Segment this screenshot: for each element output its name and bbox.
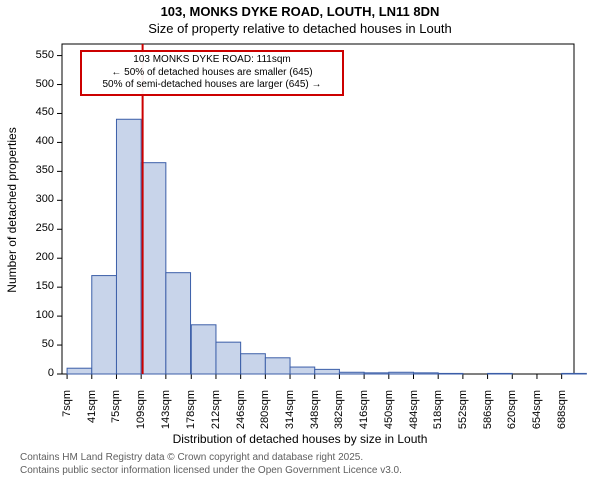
y-tick-label: 400 (14, 135, 54, 147)
footer: Contains HM Land Registry data © Crown c… (0, 446, 600, 477)
annotation-line1: 103 MONKS DYKE ROAD: 111sqm (86, 54, 338, 67)
x-tick-label: 654sqm (531, 390, 543, 440)
y-tick-label: 350 (14, 164, 54, 176)
annotation-line3: 50% of semi-detached houses are larger (… (86, 79, 338, 92)
title-line2: Size of property relative to detached ho… (0, 21, 600, 36)
y-tick-label: 0 (14, 367, 54, 379)
annotation-box: 103 MONKS DYKE ROAD: 111sqm ← 50% of det… (80, 50, 344, 96)
x-tick-label: 109sqm (135, 390, 147, 440)
title-line1: 103, MONKS DYKE ROAD, LOUTH, LN11 8DN (0, 4, 600, 19)
x-tick-label: 348sqm (309, 390, 321, 440)
y-tick-label: 150 (14, 280, 54, 292)
footer-line1: Contains HM Land Registry data © Crown c… (20, 452, 580, 465)
y-tick-label: 50 (14, 338, 54, 350)
x-tick-label: 518sqm (432, 390, 444, 440)
x-tick-label: 41sqm (86, 390, 98, 440)
x-tick-label: 280sqm (259, 390, 271, 440)
y-tick-label: 100 (14, 309, 54, 321)
x-tick-label: 450sqm (383, 390, 395, 440)
y-axis-label: Number of detached properties (5, 127, 19, 292)
histogram-plot (0, 40, 600, 430)
x-tick-label: 246sqm (235, 390, 247, 440)
footer-line2: Contains public sector information licen… (20, 465, 580, 478)
x-tick-label: 416sqm (358, 390, 370, 440)
x-tick-label: 688sqm (556, 390, 568, 440)
y-tick-label: 450 (14, 106, 54, 118)
y-tick-label: 300 (14, 193, 54, 205)
x-tick-label: 75sqm (110, 390, 122, 440)
x-tick-label: 143sqm (160, 390, 172, 440)
y-tick-label: 500 (14, 78, 54, 90)
y-tick-label: 550 (14, 49, 54, 61)
y-tick-label: 250 (14, 222, 54, 234)
x-tick-label: 382sqm (333, 390, 345, 440)
x-tick-label: 178sqm (185, 390, 197, 440)
x-tick-label: 314sqm (284, 390, 296, 440)
x-tick-label: 586sqm (482, 390, 494, 440)
chart-container: Number of detached properties 7sqm41sqm7… (0, 40, 600, 430)
x-tick-label: 484sqm (408, 390, 420, 440)
x-tick-label: 7sqm (61, 390, 73, 440)
x-tick-label: 552sqm (457, 390, 469, 440)
y-tick-label: 200 (14, 251, 54, 263)
x-tick-label: 620sqm (506, 390, 518, 440)
annotation-line2: ← 50% of detached houses are smaller (64… (86, 67, 338, 80)
x-tick-label: 212sqm (210, 390, 222, 440)
